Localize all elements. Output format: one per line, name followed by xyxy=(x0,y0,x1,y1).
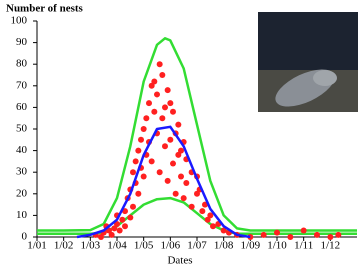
point xyxy=(157,169,163,175)
point xyxy=(135,191,141,197)
x-tick-label: 1/11 xyxy=(294,240,313,252)
point xyxy=(157,61,163,67)
point xyxy=(210,223,216,229)
y-tick-label: 50 xyxy=(16,123,28,135)
x-tick-label: 1/06 xyxy=(161,240,181,252)
point xyxy=(117,228,123,234)
point xyxy=(274,230,280,236)
x-tick-label: 1/05 xyxy=(134,240,154,252)
point xyxy=(167,137,173,143)
point xyxy=(165,87,171,93)
point xyxy=(183,180,189,186)
x-tick-label: 1/07 xyxy=(187,240,207,252)
point xyxy=(170,161,176,167)
y-tick-label: 30 xyxy=(16,166,28,178)
y-tick-label: 40 xyxy=(16,144,28,156)
x-tick-label: 1/04 xyxy=(107,240,127,252)
point xyxy=(122,223,128,229)
x-tick-label: 1/08 xyxy=(214,240,234,252)
y-tick-label: 80 xyxy=(16,58,28,70)
point xyxy=(181,195,187,201)
point xyxy=(127,215,133,221)
point xyxy=(149,158,155,164)
point xyxy=(327,234,333,240)
x-tick-label: 1/09 xyxy=(241,240,261,252)
point xyxy=(178,148,184,154)
point xyxy=(141,174,147,180)
point xyxy=(146,100,152,106)
point xyxy=(261,232,267,238)
curve xyxy=(37,198,357,234)
point xyxy=(130,204,136,210)
point xyxy=(170,109,176,115)
y-tick-label: 70 xyxy=(16,79,28,91)
point xyxy=(301,228,307,234)
point xyxy=(109,232,115,238)
y-tick-label: 100 xyxy=(11,15,28,27)
point xyxy=(138,137,144,143)
point xyxy=(167,100,173,106)
x-axis-label: Dates xyxy=(167,255,192,267)
point xyxy=(151,78,157,84)
point xyxy=(159,72,165,78)
point xyxy=(314,232,320,238)
x-tick-label: 1/10 xyxy=(267,240,287,252)
y-tick-label: 20 xyxy=(16,187,28,199)
point xyxy=(165,178,171,184)
x-tick-label: 1/03 xyxy=(81,240,101,252)
point xyxy=(199,208,205,214)
y-tick-label: 60 xyxy=(16,101,28,113)
curve xyxy=(77,127,250,237)
point xyxy=(162,104,168,110)
x-tick-label: 1/01 xyxy=(27,240,47,252)
point xyxy=(130,169,136,175)
chart: Number of nests Dates 010203040506070809… xyxy=(0,0,358,268)
point xyxy=(143,115,149,121)
point xyxy=(189,204,195,210)
point xyxy=(178,174,184,180)
point xyxy=(162,143,168,149)
y-tick-label: 90 xyxy=(16,36,28,48)
point xyxy=(287,234,293,240)
photo xyxy=(258,12,358,114)
point xyxy=(335,232,341,238)
point xyxy=(133,158,139,164)
chart-title: Number of nests xyxy=(6,3,84,15)
point xyxy=(154,91,160,97)
point xyxy=(173,191,179,197)
page: {"chart_data": {"type": "scatter", "titl… xyxy=(0,0,358,268)
point xyxy=(175,122,181,128)
y-tick-label: 10 xyxy=(16,209,28,221)
x-tick-label: 1/02 xyxy=(54,240,74,252)
point xyxy=(135,148,141,154)
point xyxy=(159,115,165,121)
x-tick-label: 1/12 xyxy=(321,240,341,252)
point xyxy=(151,109,157,115)
point xyxy=(141,126,147,132)
point xyxy=(119,217,125,223)
